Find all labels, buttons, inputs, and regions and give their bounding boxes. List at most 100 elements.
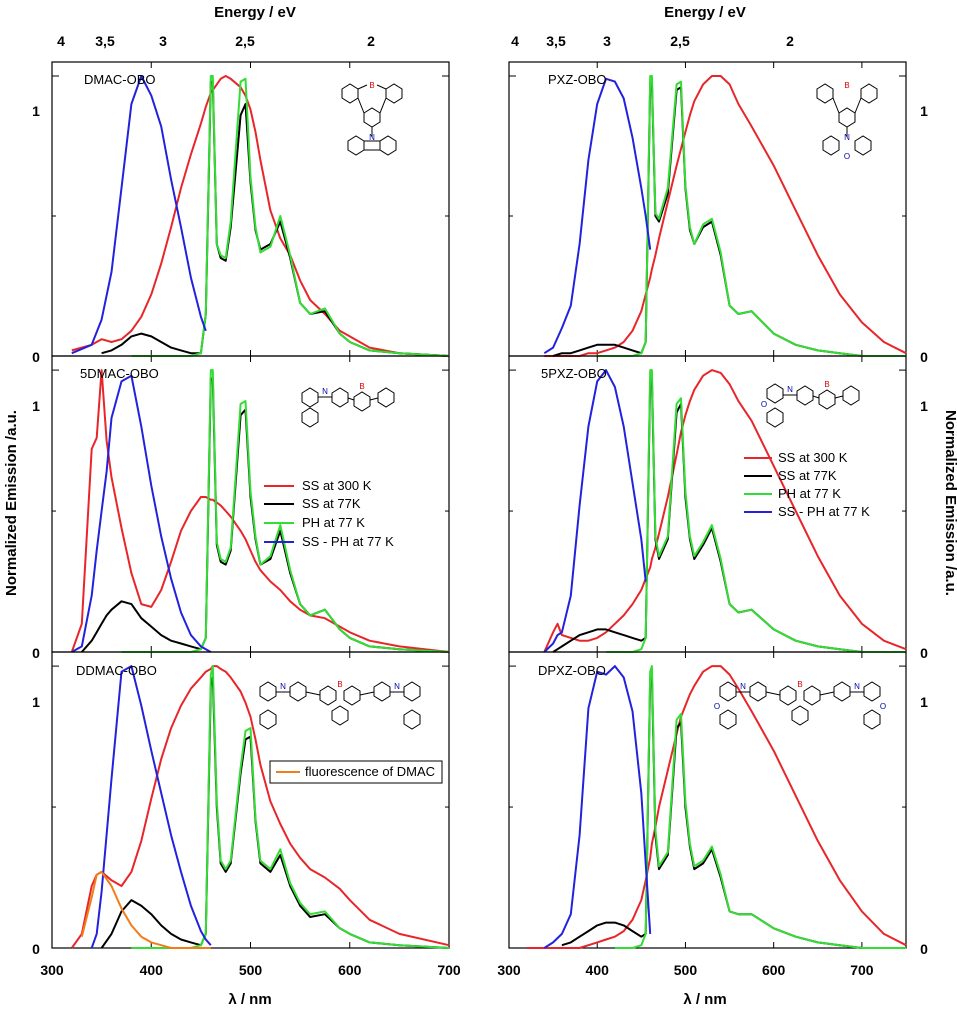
tick-marks (508, 652, 906, 949)
legend: SS at 300 K SS at 77K PH at 77 K SS - PH… (744, 450, 870, 519)
panel-label: 5PXZ-OBO (541, 366, 607, 381)
series-line-ss-at-77k (101, 80, 450, 357)
legend-label: SS at 77K (302, 496, 361, 511)
x-tick-label: 400 (140, 962, 164, 978)
svg-text:O: O (714, 702, 720, 711)
x-tick-label: 700 (437, 962, 461, 978)
energy-tick-label: 3,5 (95, 33, 115, 49)
series-line-ss-at-300-k (71, 75, 450, 357)
series-line-ss-at-300-k (526, 665, 907, 949)
legend-label: SS - PH at 77 K (778, 504, 870, 519)
legend: SS at 300 K SS at 77K PH at 77 K SS - PH… (264, 478, 394, 549)
molecule-structure-dmac-obo: B N (341, 81, 403, 156)
svg-text:B: B (369, 81, 374, 90)
energy-tick-label: 2,5 (670, 33, 690, 49)
y-tick-label-1: 1 (32, 103, 40, 119)
series-line-ph-at-77-k (606, 369, 906, 653)
series-layer (70, 369, 450, 653)
series-layer (71, 75, 450, 357)
energy-tick-label: 3,5 (546, 33, 566, 49)
right-axis-title: Normalized Emission /a.u. (942, 410, 957, 596)
y-tick-label-0: 0 (32, 941, 40, 957)
y-tick-label-0: 0 (32, 645, 40, 661)
svg-text:B: B (824, 380, 829, 389)
top-axis-title-right: Energy / eV (664, 4, 746, 21)
molecule-structure-5pxz-obo: B N O (761, 380, 860, 428)
series-line-ss-at-300-k (70, 369, 450, 653)
series-line-ss-ph-at-77-k (543, 369, 647, 653)
left-axis-title: Normalized Emission /a.u. (3, 410, 20, 596)
svg-text:N: N (787, 385, 793, 394)
y-tick-label-0: 0 (920, 941, 928, 957)
top-energy-ticks-left: 4 3,5 3 2,5 2 (57, 33, 375, 49)
panel-pxz-obo: PXZ-OBO 0 1 B N O (508, 61, 928, 365)
series-line-ss-ph-at-77-k (71, 75, 207, 355)
top-energy-ticks-right: 4 3,5 3 2,5 2 (511, 33, 794, 49)
svg-text:B: B (844, 81, 849, 90)
energy-tick-label: 2,5 (235, 33, 255, 49)
y-tick-label-1: 1 (920, 694, 928, 710)
series-layer (70, 665, 450, 949)
bottom-axis-title-right: λ / nm (683, 991, 726, 1008)
legend-label: SS at 77K (778, 468, 837, 483)
y-tick-label-0: 0 (920, 645, 928, 661)
series-line-ss-ph-at-77-k (71, 374, 212, 653)
x-tick-labels-right: 300 400 500 600 700 (497, 962, 873, 978)
legend-label: SS at 300 K (778, 450, 848, 465)
legend-label: PH at 77 K (778, 486, 841, 501)
svg-text:O: O (880, 702, 886, 711)
panel-label: 5DMAC-OBO (80, 366, 159, 381)
series-line-ss-ph-at-77-k (543, 665, 652, 949)
svg-text:O: O (761, 400, 767, 409)
x-tick-label: 700 (850, 962, 874, 978)
svg-text:B: B (359, 382, 364, 391)
x-tick-label: 400 (586, 962, 610, 978)
svg-text:N: N (394, 682, 400, 691)
energy-tick-label: 2 (367, 33, 375, 49)
panel-label: DMAC-OBO (84, 72, 156, 87)
svg-text:N: N (854, 682, 860, 691)
y-tick-label-1: 1 (32, 694, 40, 710)
legend-dmac: fluorescence of DMAC (269, 760, 443, 784)
series-line-fluorescence-of-dmac (80, 870, 211, 949)
panel-dmac-obo: DMAC-OBO 0 1 B N (32, 61, 450, 365)
svg-text:N: N (740, 682, 746, 691)
svg-text:N: N (369, 133, 375, 142)
legend-label: SS at 300 K (302, 478, 372, 493)
svg-text:O: O (844, 152, 850, 161)
panel-5dmac-obo: 5DMAC-OBO 0 1 SS at 300 K SS at 77K PH a… (32, 355, 450, 661)
svg-text:B: B (797, 680, 802, 689)
energy-tick-label: 3 (159, 33, 167, 49)
series-layer (526, 665, 907, 949)
energy-tick-label: 3 (603, 33, 611, 49)
series-layer (543, 369, 907, 653)
panel-dpxz-obo: DPXZ-OBO 0 1 B N N O O (508, 651, 928, 957)
panel-5pxz-obo: 5PXZ-OBO 0 1 SS at 300 K SS at 77K PH at… (508, 355, 928, 661)
energy-tick-label: 4 (57, 33, 65, 49)
series-line-ph-at-77-k (614, 665, 906, 949)
molecule-structure-ddmac-obo: B N N (259, 680, 421, 730)
x-tick-label: 500 (239, 962, 263, 978)
series-line-ss-ph-at-77-k (543, 77, 652, 355)
energy-tick-label: 2 (786, 33, 794, 49)
energy-tick-label: 4 (511, 33, 519, 49)
y-tick-label-1: 1 (920, 103, 928, 119)
series-line-ph-at-77-k (597, 75, 906, 357)
series-layer (543, 75, 907, 357)
top-axis-title-left: Energy / eV (214, 4, 296, 21)
x-tick-label: 500 (674, 962, 698, 978)
molecule-structure-5dmac-obo: B N (301, 382, 395, 428)
series-line-ss-ph-at-77-k (90, 665, 212, 949)
panel-ddmac-obo: DDMAC-OBO 0 1 fluorescence of DMAC B N N (32, 651, 450, 957)
panel-label: DPXZ-OBO (538, 663, 606, 678)
series-line-ph-at-77-k (121, 369, 450, 653)
y-tick-label-1: 1 (32, 398, 40, 414)
series-line-ss-at-77k (81, 377, 450, 653)
legend-label: SS - PH at 77 K (302, 534, 394, 549)
y-tick-label-0: 0 (32, 349, 40, 365)
x-tick-labels-left: 300 400 500 600 700 (40, 962, 461, 978)
series-line-ss-at-300-k (70, 665, 450, 949)
y-tick-label-1: 1 (920, 398, 928, 414)
tick-marks (51, 62, 450, 357)
